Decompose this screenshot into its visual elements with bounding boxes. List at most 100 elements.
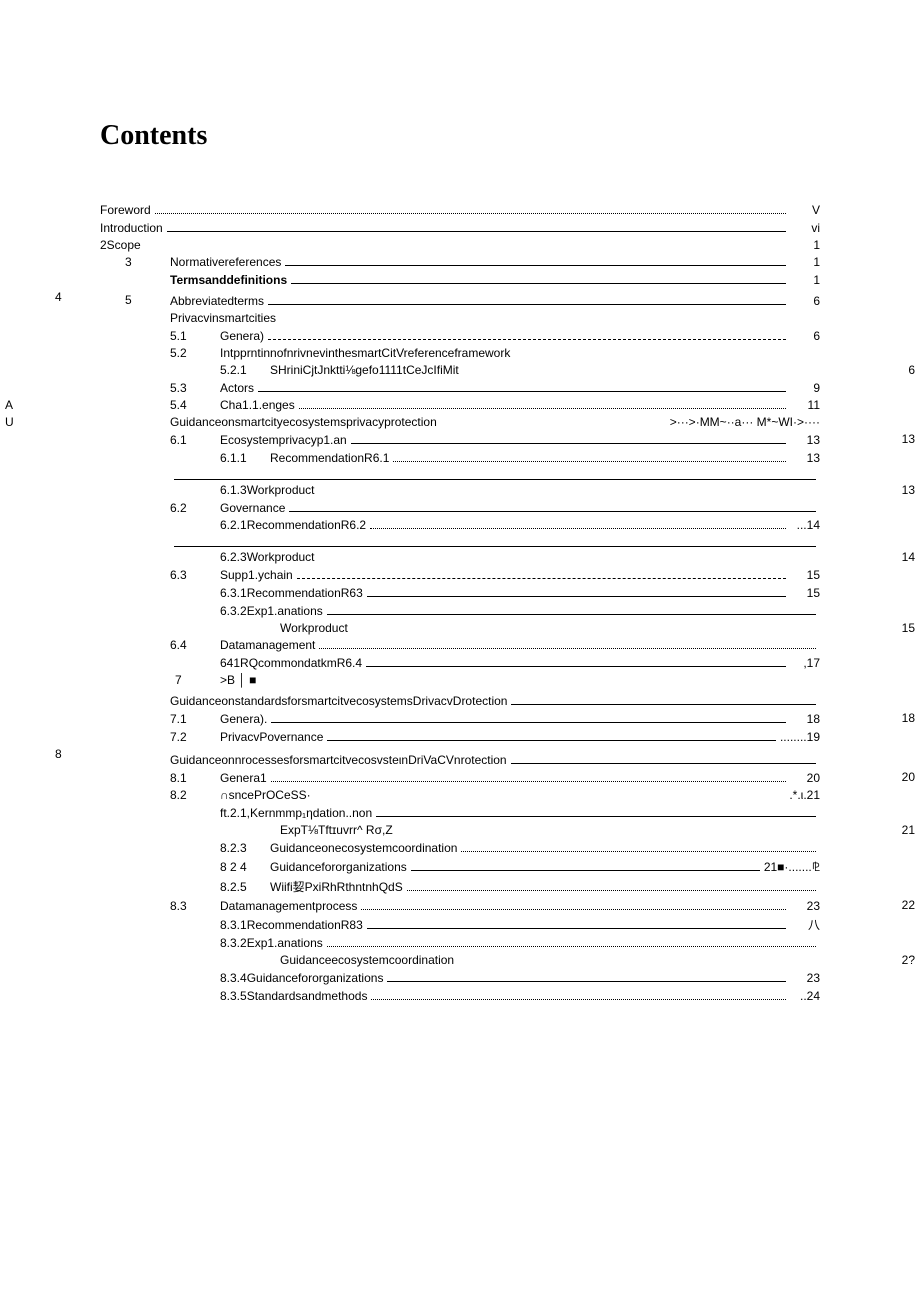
toc-label: Guidanceonnrocessesforsmartcitvecosvsteι… (170, 753, 507, 767)
leader (174, 535, 816, 547)
page-number: >···>·MM~··a··· M*~WI·>···· (670, 415, 820, 429)
toc-label: 8.3.2Exp1.anations (220, 936, 323, 950)
page-number: 1 (790, 238, 820, 252)
page-number-far: 13 (902, 483, 915, 497)
leader (367, 917, 786, 929)
toc-row: 7.1Genera).18 (55, 711, 870, 726)
toc-label: 2Scope (100, 238, 141, 252)
toc-line: 6.4Datamanagement (170, 638, 820, 653)
toc-label: Genera) (220, 329, 264, 343)
toc-label: Ecosystemprivacyp1.an (220, 433, 347, 447)
toc-line: Workproduct (280, 621, 820, 635)
leader (327, 603, 816, 615)
leader (285, 255, 786, 267)
toc-line: 7.1Genera).18 (170, 711, 820, 726)
section-number: 8.2 (170, 788, 220, 802)
toc-row: Guidanceonnrocessesforsmartcitvecosvsteι… (55, 753, 870, 768)
page-number: 15 (790, 568, 820, 582)
toc-line: 5Abbreviatedterms6 (170, 293, 820, 308)
toc-row: 2Scope 1 (55, 238, 870, 252)
toc-label: Guidanceonecosystemcoordination (270, 841, 457, 855)
leader (351, 432, 786, 444)
leader (407, 879, 816, 891)
toc-row: 8.3.5Standardsandmethods..24 (55, 988, 870, 1003)
leader (511, 753, 816, 765)
toc-label: Guidanceecosystemcoordination (280, 953, 454, 967)
leader (387, 970, 786, 982)
toc-line: 5.3Actors9 (170, 380, 820, 395)
section-number: 8 2 4 (220, 860, 270, 874)
toc-label: RecommendationR6.1 (270, 451, 389, 465)
toc-line: Guidanceonnrocessesforsmartcitvecosvsteι… (170, 753, 820, 768)
toc-line: 5.2.1SHriniCjtJnktti⅛gefo1111tCeJcIfiMit (220, 363, 820, 377)
toc-line: 8.3.5Standardsandmethods..24 (220, 988, 820, 1003)
leader (289, 500, 816, 512)
page-number-far: 15 (902, 621, 915, 635)
leader (271, 770, 786, 782)
toc-label: Datamanagement (220, 638, 315, 652)
toc-row: Guidanceecosystemcoordination (55, 953, 870, 967)
toc-label: Normativereferences (170, 255, 281, 269)
page-number-far: 6 (908, 363, 915, 377)
toc-label: ∩sncePrOCeSS· (220, 788, 311, 802)
toc-label: SHriniCjtJnktti⅛gefo1111tCeJcIfiMit (270, 363, 459, 377)
leader (367, 585, 786, 597)
toc-line: 6.1.1RecommendationR6.113 (220, 450, 820, 465)
toc-line: 7.2PrivacvPovernance........19 (170, 729, 820, 744)
leader (461, 840, 816, 852)
leader (370, 518, 786, 530)
page-number: 15 (790, 586, 820, 600)
toc-label: PrivacvPovernance (220, 730, 323, 744)
toc-line: 5.2IntpprntinnofnrivnevinthesmartCitVref… (170, 346, 820, 360)
contents-title: Contents (100, 120, 870, 152)
page-number: vi (790, 221, 820, 235)
toc-line: Guidanceonsmartcityecosystemsprivacyprot… (170, 415, 820, 429)
toc-label: Datamanagementprocess (220, 899, 357, 913)
page-number: 1 (790, 255, 820, 269)
section-number: 7.1 (170, 712, 220, 726)
toc-label: Abbreviatedterms (170, 294, 264, 308)
toc-row: Termsanddefinitions1 (55, 272, 870, 287)
toc-label: 6.3.1RecommendationR63 (220, 586, 363, 600)
page-number-far: 18 (902, 711, 915, 725)
toc-row: 8.3.1RecommendationR83八 (55, 916, 870, 933)
leader (268, 328, 786, 340)
toc-row: ft.2.1,Kernmmp₁ηdation..non21 (55, 805, 870, 820)
side-text: U (5, 415, 14, 431)
toc-row: 8.3.2Exp1.anations2? (55, 936, 870, 951)
toc-line: 6.1Ecosystemprivacyp1.an13 (170, 432, 820, 447)
toc-label: Guidanceonstandardsforsmartcitvecosystem… (170, 694, 507, 708)
leader (297, 567, 786, 579)
page-number: 13 (790, 451, 820, 465)
left-number: 5 (125, 293, 132, 307)
toc-line: 2Scope 1 (100, 238, 820, 252)
page-number: .*.ι.21 (789, 788, 820, 802)
toc-row: 14 (55, 535, 870, 547)
toc-row: Guidanceonstandardsforsmartcitvecosystem… (55, 693, 870, 708)
toc-label: 6.3.2Exp1.anations (220, 604, 323, 618)
section-number: 8.2.3 (220, 841, 270, 855)
section-number: 5.1 (170, 329, 220, 343)
leader (299, 398, 786, 410)
toc-row: 641RQcommondatkmR6.4,17 (55, 655, 870, 670)
toc-row: Privacvinsmartcities (55, 311, 870, 325)
toc-line: 5.1Genera)6 (170, 328, 820, 343)
toc-row: 8.3Datamanagementprocess23 (55, 898, 870, 913)
leader (291, 272, 786, 284)
leader (268, 293, 786, 305)
leader (411, 859, 760, 871)
left-number: 3 (125, 255, 132, 269)
section-number: 8.3 (170, 899, 220, 913)
toc-row: 3 Normativereferences 1 (55, 255, 870, 270)
leader (371, 988, 786, 1000)
leader (393, 450, 786, 462)
toc-line: ExpT⅛Tftɪuvrr^ Rσ,Z (280, 823, 820, 837)
toc-row: ExpT⅛Tftɪuvrr^ Rσ,Z (55, 823, 870, 837)
toc-line: 8.2.3Guidanceonecosystemcoordination (220, 840, 820, 855)
leader (361, 898, 786, 910)
toc-row: Workproduct (55, 621, 870, 635)
leader (327, 936, 816, 948)
toc-line: 8.2 ∩sncePrOCeSS· .*.ι.21 (170, 788, 820, 802)
page-number: 13 (790, 433, 820, 447)
toc-label: Guidanceonsmartcityecosystemsprivacyprot… (170, 415, 437, 429)
